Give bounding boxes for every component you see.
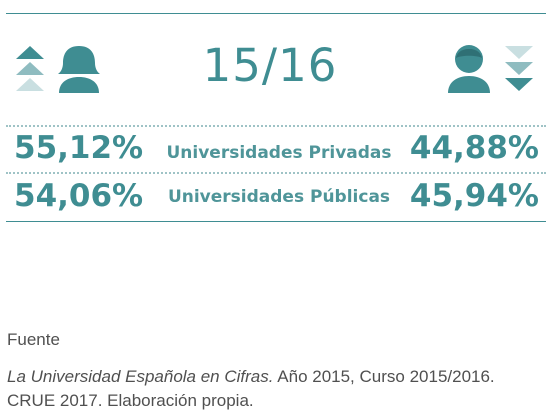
bottom-divider [6, 221, 546, 222]
triple-chevron-up-icon [16, 46, 44, 91]
female-percentage-public: 54,06% [14, 178, 144, 214]
male-percentage-public: 45,94% [409, 178, 539, 214]
source-title: Fuente [7, 330, 60, 349]
female-user-icon [58, 46, 100, 93]
male-percentage-private: 44,88% [409, 130, 539, 166]
source-book-title: La Universidad Española en Cifras. [7, 367, 274, 386]
triple-chevron-down-icon [505, 46, 533, 91]
source-details: Año 2015, Curso 2015/2016. CRUE 2017. El… [7, 367, 495, 410]
male-user-icon [448, 45, 490, 93]
row-label-private: Universidades Privadas [166, 143, 392, 163]
row-divider [6, 172, 546, 174]
row-divider [6, 125, 546, 127]
source-text: La Universidad Española en Cifras. Año 2… [7, 365, 543, 413]
female-percentage-private: 55,12% [14, 130, 144, 166]
period-title: 15/16 [202, 39, 338, 92]
row-label-public: Universidades Públicas [167, 187, 391, 207]
top-divider [6, 13, 546, 14]
